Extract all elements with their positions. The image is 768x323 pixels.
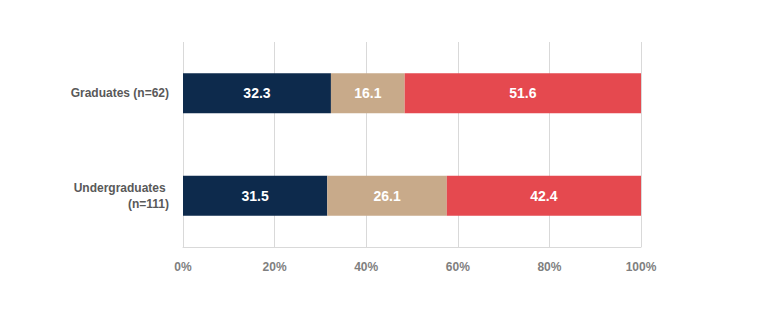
svg-text:16.1: 16.1 bbox=[354, 85, 381, 101]
svg-text:0%: 0% bbox=[174, 260, 192, 274]
svg-text:100%: 100% bbox=[626, 260, 657, 274]
svg-text:40%: 40% bbox=[354, 260, 378, 274]
svg-text:Graduates (n=62): Graduates (n=62) bbox=[71, 86, 169, 100]
svg-text:51.6: 51.6 bbox=[509, 85, 536, 101]
svg-text:26.1: 26.1 bbox=[373, 188, 400, 204]
svg-text:31.5: 31.5 bbox=[242, 188, 269, 204]
svg-text:20%: 20% bbox=[263, 260, 287, 274]
svg-text:32.3: 32.3 bbox=[243, 85, 270, 101]
svg-text:42.4: 42.4 bbox=[530, 188, 557, 204]
svg-text:(n=111): (n=111) bbox=[128, 197, 169, 211]
svg-text:Undergraduates: Undergraduates bbox=[74, 181, 169, 195]
svg-text:80%: 80% bbox=[537, 260, 561, 274]
svg-text:60%: 60% bbox=[446, 260, 470, 274]
